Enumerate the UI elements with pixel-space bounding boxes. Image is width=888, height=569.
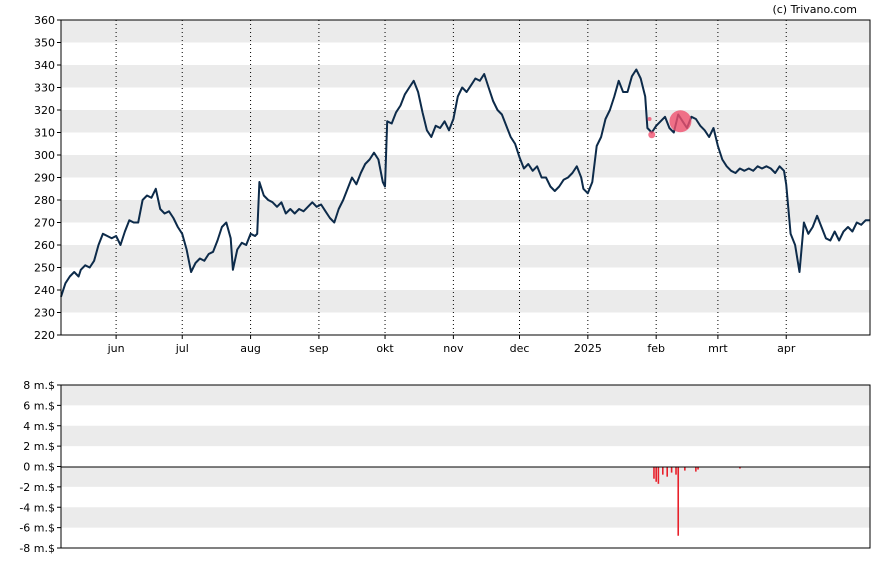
y-tick-label: 2 m.$ bbox=[23, 440, 55, 453]
y-tick-label: 4 m.$ bbox=[23, 420, 55, 433]
y-tick-label: -4 m.$ bbox=[19, 501, 55, 514]
price-band bbox=[61, 290, 870, 313]
price-chart-series bbox=[60, 68, 870, 298]
price-line bbox=[60, 68, 870, 298]
volume-chart-frame bbox=[60, 384, 871, 549]
price-chart-y-axis: 220 230 240 250 260 270 280 290 300 310 320 330 340 3… bbox=[34, 14, 61, 342]
trade-marker bbox=[647, 117, 652, 121]
y-tick-label: 300 bbox=[34, 149, 55, 162]
price-chart-vertical-grid bbox=[115, 20, 787, 335]
y-tick-label: 6 m.$ bbox=[23, 399, 55, 412]
y-tick-label: 320 bbox=[34, 104, 55, 117]
price-chart-x-axis: jun jul aug sep okt nov dec 2025 feb mrt apr bbox=[107, 335, 796, 355]
y-tick-label: 340 bbox=[34, 59, 55, 72]
y-tick-label: 0 m.$ bbox=[23, 461, 55, 474]
x-tick-label: feb bbox=[647, 342, 665, 355]
y-tick-label: 290 bbox=[34, 172, 55, 185]
price-band bbox=[61, 245, 870, 268]
y-tick-label: 330 bbox=[34, 82, 55, 95]
x-tick-label: dec bbox=[510, 342, 530, 355]
volume-band bbox=[61, 466, 870, 487]
price-chart-markers bbox=[647, 110, 692, 139]
y-tick-label: -6 m.$ bbox=[19, 522, 55, 535]
volume-chart-bars bbox=[653, 466, 741, 536]
y-tick-label: 8 m.$ bbox=[23, 379, 55, 392]
price-band bbox=[61, 20, 870, 43]
copyright-label: (c) Trivano.com bbox=[772, 3, 857, 16]
price-band bbox=[61, 65, 870, 88]
y-tick-label: 360 bbox=[34, 14, 55, 27]
x-tick-label: jul bbox=[175, 342, 189, 355]
y-tick-label: 350 bbox=[34, 37, 55, 50]
x-tick-label: 2025 bbox=[574, 342, 602, 355]
volume-chart-y-axis: 8 m.$ 6 m.$ 4 m.$ 2 m.$ 0 m.$ -2 m.$ -4 m.$ -6 … bbox=[19, 379, 61, 555]
trade-marker bbox=[648, 131, 656, 139]
x-tick-label: okt bbox=[376, 342, 394, 355]
price-chart-frame bbox=[60, 19, 871, 336]
y-tick-label: 310 bbox=[34, 127, 55, 140]
y-tick-label: 220 bbox=[34, 329, 55, 342]
price-band bbox=[61, 200, 870, 223]
x-tick-label: mrt bbox=[708, 342, 728, 355]
x-tick-label: apr bbox=[777, 342, 796, 355]
y-tick-label: 230 bbox=[34, 307, 55, 320]
x-tick-label: nov bbox=[443, 342, 464, 355]
volume-band bbox=[61, 507, 870, 528]
y-tick-label: 270 bbox=[34, 217, 55, 230]
trade-marker bbox=[669, 110, 692, 133]
volume-chart-bands bbox=[61, 385, 870, 528]
volume-band bbox=[61, 425, 870, 447]
x-tick-label: sep bbox=[309, 342, 328, 355]
y-tick-label: -8 m.$ bbox=[19, 542, 55, 555]
y-tick-label: 260 bbox=[34, 239, 55, 252]
y-tick-label: 240 bbox=[34, 284, 55, 297]
price-band bbox=[61, 155, 870, 178]
y-tick-label: 250 bbox=[34, 262, 55, 275]
y-tick-label: 280 bbox=[34, 194, 55, 207]
x-tick-label: jun bbox=[107, 342, 125, 355]
price-band bbox=[61, 110, 870, 133]
price-chart-bands bbox=[61, 20, 870, 313]
volume-band bbox=[61, 385, 870, 406]
y-tick-label: -2 m.$ bbox=[19, 481, 55, 494]
x-tick-label: aug bbox=[240, 342, 261, 355]
